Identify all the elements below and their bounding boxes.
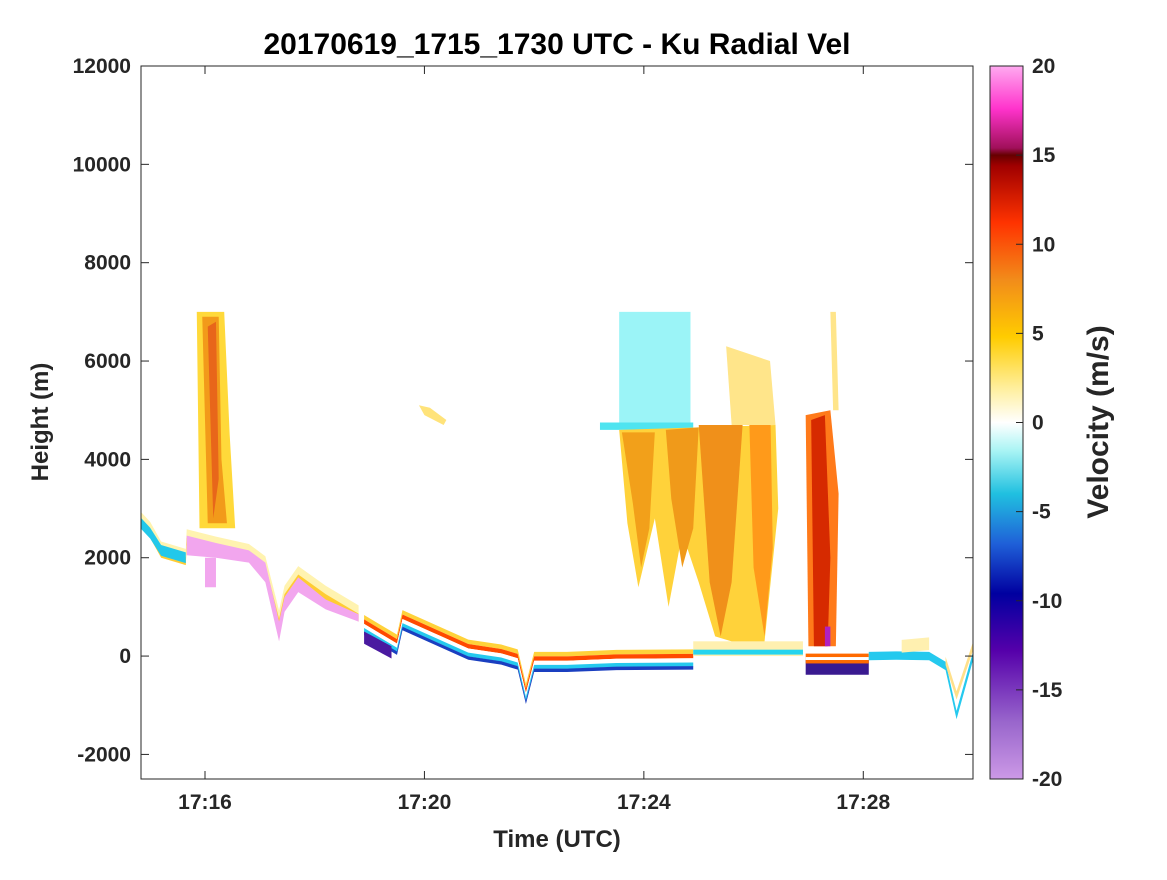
- surface-echo: [945, 642, 973, 700]
- stratiform-layer: [599, 422, 694, 430]
- convective-core: [207, 321, 219, 519]
- x-tick-label: 17:24: [617, 791, 671, 814]
- convective-cell: [665, 427, 699, 568]
- convective-cell: [748, 380, 773, 637]
- x-axis-label: Time (UTC): [493, 826, 621, 853]
- stratiform-layer: [619, 311, 691, 423]
- colorbar-tick-label: 0: [1032, 412, 1044, 435]
- surface-echo: [805, 660, 869, 675]
- x-tick-label: 17:20: [398, 791, 452, 814]
- colorbar-tick-label: 15: [1032, 144, 1056, 167]
- y-tick-label: -2000: [77, 743, 131, 766]
- colorbar-tick-label: 5: [1032, 322, 1044, 345]
- y-tick-label: 6000: [84, 350, 131, 373]
- colorbar-tick-label: 20: [1032, 55, 1055, 78]
- surface-echo: [805, 657, 869, 661]
- x-tick-label: 17:16: [178, 791, 232, 814]
- colorbar-label: Velocity (m/s): [1082, 325, 1115, 518]
- chart-title: 20170619_1715_1730 UTC - Ku Radial Vel: [263, 28, 850, 61]
- x-axis: 17:16 17:20 17:24 17:28: [178, 66, 890, 814]
- surface-echo: [901, 637, 930, 653]
- convective-cell: [621, 432, 655, 568]
- colorbar-ticks: 20 15 10 5 0 -5 -10 -15 -20: [1016, 55, 1063, 791]
- colorbar-tick-label: -5: [1032, 501, 1051, 524]
- colorbar-tick-label: 10: [1032, 233, 1055, 256]
- y-tick-label: 2000: [84, 547, 131, 570]
- plot-frame: [140, 65, 974, 780]
- colorbar-tick-label: -10: [1032, 590, 1062, 613]
- colorbar-tick-label: -15: [1032, 679, 1063, 702]
- surface-echo: [693, 649, 803, 655]
- x-tick-label: 17:28: [836, 791, 890, 814]
- y-tick-label: 10000: [73, 153, 131, 176]
- convective-cell: [698, 424, 743, 637]
- y-axis: -2000 0 2000 4000 6000 8000 10000 12000: [73, 55, 973, 766]
- convective-core: [811, 415, 831, 647]
- cloud-top-echo: [186, 535, 359, 642]
- echo-layer: [141, 311, 973, 720]
- colorbar-tick-label: -20: [1032, 768, 1062, 791]
- y-tick-label: 8000: [84, 252, 131, 275]
- y-axis-label: Height (m): [27, 363, 54, 482]
- convective-core: [824, 626, 831, 647]
- cloud-top-echo: [205, 557, 216, 588]
- y-tick-label: 12000: [73, 55, 131, 78]
- y-tick-label: 0: [119, 645, 131, 668]
- surface-echo: [364, 631, 392, 659]
- cloud-top-echo: [141, 517, 186, 564]
- convective-cell: [726, 346, 776, 425]
- cloud-fragment: [418, 405, 447, 425]
- y-tick-label: 4000: [84, 448, 131, 471]
- convective-core: [830, 311, 839, 411]
